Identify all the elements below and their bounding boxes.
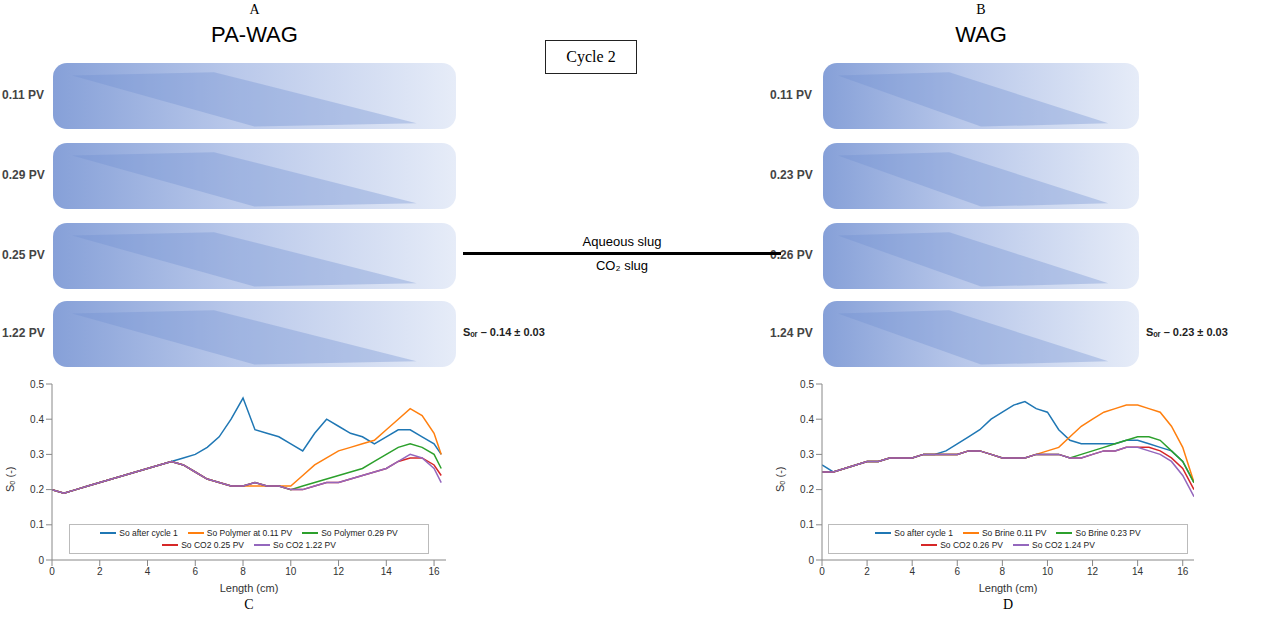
svg-text:Sₒ (-): Sₒ (-) [774,466,786,492]
html-text:CO₂ slug: CO₂ slug [596,258,648,273]
svg-text:8: 8 [1000,566,1006,577]
svg-text:10: 10 [285,566,297,577]
svg-text:0.5: 0.5 [800,379,814,390]
svg-text:Length (cm): Length (cm) [220,582,279,594]
svg-text:4: 4 [145,566,151,577]
html-text:PA-WAG: PA-WAG [211,22,298,47]
html-text:Sₒᵣ – 0.14 ± 0.03: Sₒᵣ – 0.14 ± 0.03 [463,326,545,338]
html-text:0.26 PV: 0.26 PV [770,248,813,262]
svg-text:0.2: 0.2 [30,484,44,495]
svg-text:0.4: 0.4 [30,414,44,425]
svg-text:6: 6 [954,566,960,577]
html-text:1.22 PV: 1.22 PV [2,326,45,340]
svg-text:0.1: 0.1 [30,519,44,530]
svg-text:0.3: 0.3 [30,449,44,460]
svg-text:0: 0 [49,566,55,577]
html-text:So CO2 1.22 PV: So CO2 1.22 PV [273,540,336,550]
html-text:So Polymer 0.29 PV: So Polymer 0.29 PV [321,528,398,538]
html-text:B: B [976,2,986,17]
svg-text:10: 10 [1042,566,1054,577]
svg-text:12: 12 [1087,566,1099,577]
html-text:Aqueous slug: Aqueous slug [582,234,662,249]
svg-text:0: 0 [38,555,44,566]
svg-text:8: 8 [240,566,246,577]
svg-text:14: 14 [1132,566,1144,577]
svg-text:4: 4 [909,566,915,577]
html-text:D: D [1002,597,1014,612]
svg-text:Sₒ (-): Sₒ (-) [4,466,16,492]
html-text:0.23 PV: 0.23 PV [770,168,813,182]
svg-text:2: 2 [864,566,870,577]
html-text:C: C [244,597,254,612]
html-text:0.11 PV: 0.11 PV [2,88,44,102]
html-text:So CO2 0.26 PV: So CO2 0.26 PV [940,540,1003,550]
html-text:Cycle 2: Cycle 2 [566,48,616,65]
html-text:So Brine 0.11 PV: So Brine 0.11 PV [981,528,1047,538]
svg-text:0.1: 0.1 [800,519,814,530]
html-text:WAG: WAG [955,22,1007,47]
html-text:So CO2 1.24 PV: So CO2 1.24 PV [1032,540,1095,550]
svg-text:0: 0 [808,555,814,566]
svg-text:6: 6 [192,566,198,577]
html-text:0.29 PV: 0.29 PV [2,168,45,182]
html-text:So after cycle 1: So after cycle 1 [119,528,178,538]
svg-text:0.3: 0.3 [800,449,814,460]
html-text:0.11 PV: 0.11 PV [770,88,812,102]
svg-text:16: 16 [1177,566,1189,577]
svg-text:0.5: 0.5 [30,379,44,390]
svg-text:0.4: 0.4 [800,414,814,425]
svg-text:Length (cm): Length (cm) [979,582,1038,594]
svg-text:12: 12 [333,566,345,577]
html-text:So Polymer at 0.11 PV: So Polymer at 0.11 PV [206,528,293,538]
html-text:So after cycle 1: So after cycle 1 [894,528,953,538]
html-text:Sₒᵣ – 0.23 ± 0.03: Sₒᵣ – 0.23 ± 0.03 [1146,326,1228,338]
html-text:1.24 PV: 1.24 PV [770,326,813,340]
svg-text:0: 0 [819,566,825,577]
svg-text:0.2: 0.2 [800,484,814,495]
html-text:0.25 PV: 0.25 PV [2,248,45,262]
svg-text:2: 2 [97,566,103,577]
html-text:So CO2 0.25 PV: So CO2 0.25 PV [181,540,244,550]
html-text:So Brine 0.23 PV: So Brine 0.23 PV [1075,528,1141,538]
svg-text:16: 16 [428,566,440,577]
html-text:A: A [249,2,260,17]
svg-text:14: 14 [381,566,393,577]
